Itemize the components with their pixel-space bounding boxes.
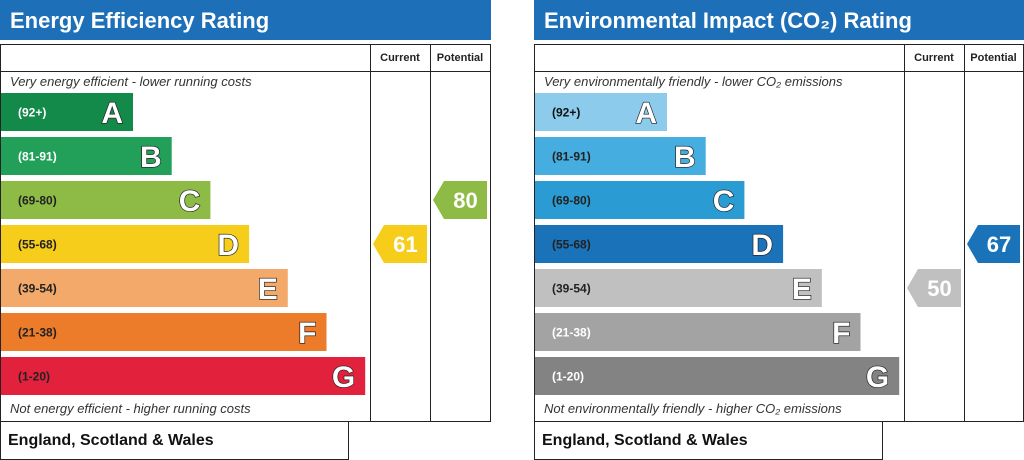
band-bar	[535, 137, 706, 175]
band-letter: D	[217, 229, 239, 262]
caption-bottom: Not energy efficient - higher running co…	[10, 401, 251, 416]
band-range-label: (92+)	[552, 106, 580, 120]
band-a: (92+) A	[535, 93, 667, 131]
caption-top: Very environmentally friendly - lower CO…	[544, 74, 843, 89]
band-range-label: (21-38)	[552, 326, 591, 340]
caption-top: Very energy efficient - lower running co…	[10, 74, 252, 89]
header-bar	[0, 0, 491, 40]
band-bar	[1, 225, 250, 263]
panel-environmental: Environmental Impact (CO₂) Rating Current…	[534, 0, 1024, 460]
band-bar	[1, 137, 172, 175]
score-arrow-shape	[373, 225, 427, 263]
band-bar	[1, 357, 366, 395]
potential-score-arrow: 67	[967, 225, 1020, 263]
column-header-current: Current	[380, 52, 420, 64]
band-b: (81-91) B	[1, 137, 172, 175]
current-score-arrow: 61	[373, 225, 427, 263]
band-range-label: (1-20)	[552, 370, 584, 384]
band-f: (21-38) F	[535, 313, 861, 351]
band-e: (39-54) E	[1, 269, 288, 307]
panel-title: Energy Efficiency Rating	[10, 8, 269, 33]
column-header-potential: Potential	[437, 52, 483, 64]
score-arrow-shape	[907, 269, 961, 307]
band-letter: A	[101, 97, 123, 130]
band-f: (21-38) F	[1, 313, 327, 351]
band-a: (92+) A	[1, 93, 133, 131]
band-d: (55-68) D	[535, 225, 784, 263]
band-bar	[535, 225, 784, 263]
band-range-label: (81-91)	[18, 150, 57, 164]
band-bar	[535, 181, 745, 219]
band-letter: B	[140, 141, 162, 174]
score-arrow-shape	[433, 181, 487, 219]
band-c: (69-80) C	[535, 181, 745, 219]
band-letter: F	[298, 317, 316, 350]
current-score-arrow: 50	[907, 269, 961, 307]
band-c: (69-80) C	[1, 181, 211, 219]
score-value: 67	[987, 232, 1011, 257]
panel-title: Environmental Impact (CO₂) Rating	[544, 8, 912, 33]
band-letter: C	[713, 185, 735, 218]
band-bar	[1, 269, 288, 307]
score-value: 50	[927, 276, 951, 301]
band-letter: G	[866, 361, 889, 394]
score-arrow-shape	[967, 225, 1020, 263]
footer-region: England, Scotland & Wales	[8, 432, 214, 449]
band-letter: E	[792, 273, 812, 306]
band-letter: A	[635, 97, 657, 130]
band-bar	[1, 313, 327, 351]
band-bar	[535, 93, 667, 131]
caption-bottom: Not environmentally friendly - higher CO…	[544, 401, 842, 416]
band-g: (1-20) G	[1, 357, 366, 395]
band-bar	[1, 93, 133, 131]
band-letter: G	[332, 361, 355, 394]
band-e: (39-54) E	[535, 269, 822, 307]
band-range-label: (92+)	[18, 106, 46, 120]
header-bar	[534, 0, 1024, 40]
footer-region: England, Scotland & Wales	[542, 432, 748, 449]
band-d: (55-68) D	[1, 225, 250, 263]
band-bar	[535, 313, 861, 351]
band-range-label: (55-68)	[18, 238, 57, 252]
band-range-label: (1-20)	[18, 370, 50, 384]
band-range-label: (21-38)	[18, 326, 57, 340]
panel-energy: Energy Efficiency Rating Current Potential…	[0, 0, 491, 460]
band-bar	[535, 357, 900, 395]
band-g: (1-20) G	[535, 357, 900, 395]
band-range-label: (69-80)	[552, 194, 591, 208]
band-letter: E	[258, 273, 278, 306]
band-range-label: (69-80)	[18, 194, 57, 208]
column-header-potential: Potential	[970, 52, 1016, 64]
potential-score-arrow: 80	[433, 181, 487, 219]
band-range-label: (81-91)	[552, 150, 591, 164]
band-bar	[535, 269, 822, 307]
score-value: 80	[453, 188, 477, 213]
band-b: (81-91) B	[535, 137, 706, 175]
band-range-label: (39-54)	[18, 282, 57, 296]
band-letter: D	[751, 229, 773, 262]
band-letter: C	[179, 185, 201, 218]
band-bar	[1, 181, 211, 219]
band-range-label: (55-68)	[552, 238, 591, 252]
band-letter: F	[832, 317, 850, 350]
column-header-current: Current	[914, 52, 954, 64]
score-value: 61	[393, 232, 417, 257]
band-letter: B	[674, 141, 696, 174]
band-range-label: (39-54)	[552, 282, 591, 296]
